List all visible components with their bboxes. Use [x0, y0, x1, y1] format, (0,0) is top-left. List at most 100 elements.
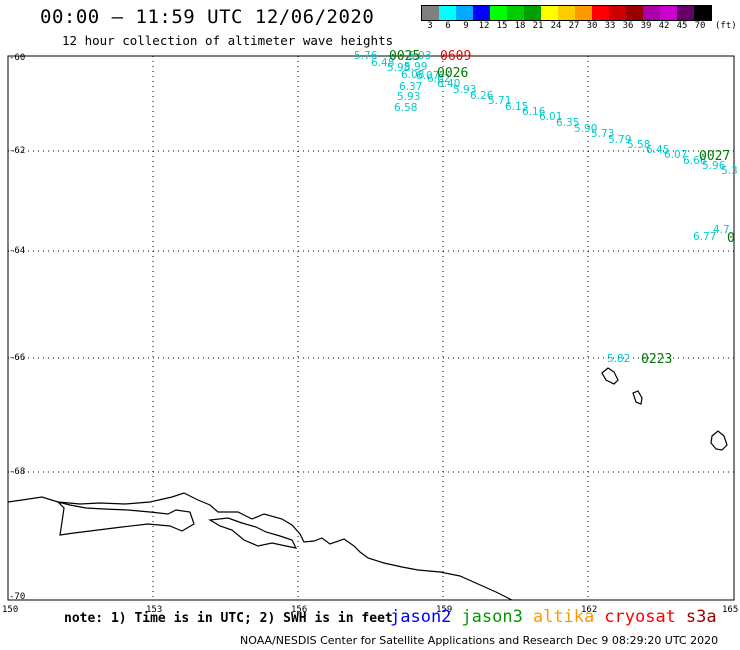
satellite-name: cryosat: [604, 607, 676, 627]
lat-label: -68: [9, 467, 26, 477]
wave-height-label: 6.08: [401, 69, 424, 81]
wave-height-label: 5.93: [397, 91, 420, 103]
pass-time-labels: 0025 0609 0026 0027 0 0223: [389, 49, 735, 367]
wave-height-label: 4.7: [713, 224, 730, 236]
legend-label: 12: [478, 21, 490, 31]
wave-height-label: 6.07: [416, 70, 439, 82]
wave-height-label: 6.58: [394, 102, 417, 114]
legend-swatch: [677, 6, 694, 20]
legend-unit: (ft): [715, 21, 737, 31]
legend-label: 18: [514, 21, 526, 31]
legend-swatch: [609, 6, 626, 20]
legend-swatch: [694, 6, 711, 20]
legend-label: 3: [427, 21, 433, 31]
lat-label: -64: [9, 246, 26, 256]
wave-height-label: 6.15: [505, 101, 528, 113]
wave-height-label: 6.37: [399, 81, 422, 93]
lat-label: -62: [9, 146, 26, 156]
wave-height-label: 5.58: [627, 139, 650, 151]
lon-label: 162: [581, 605, 598, 615]
legend-swatch: [490, 6, 507, 20]
legend-label: 9: [463, 21, 469, 31]
legend-label: 24: [550, 21, 562, 31]
coastline-inlet: [56, 500, 195, 536]
pass-time-label: 0223: [641, 352, 672, 367]
wave-height-labels: 5.766.485.986.035.996.086.076.626.406.37…: [354, 50, 738, 365]
pass-time-label: 0025: [389, 49, 420, 64]
map-subtitle: 12 hour collection of altimeter wave hei…: [62, 33, 394, 48]
legend-label: 42: [658, 21, 670, 31]
wave-height-label: 6.62: [427, 73, 450, 85]
map-frame: [7, 55, 735, 601]
wave-height-label: 5.93: [453, 84, 476, 96]
legend-swatch: [592, 6, 609, 20]
lon-label: 153: [146, 605, 163, 615]
lon-label: 156: [291, 605, 308, 615]
legend-swatch: [626, 6, 643, 20]
lon-label: 150: [2, 605, 19, 615]
legend-swatch: [643, 6, 660, 20]
graticule: [8, 56, 734, 600]
coastline-bay: [208, 517, 298, 549]
legend-label: 45: [676, 21, 688, 31]
legend-label: 15: [496, 21, 508, 31]
pass-time-label: 0026: [437, 66, 468, 81]
wave-height-label: 6.40: [437, 78, 460, 90]
legend-label: 33: [604, 21, 616, 31]
legend-label: 21: [532, 21, 544, 31]
wave-height-label: 6.07: [664, 149, 687, 161]
wave-height-label: 5.82: [607, 353, 630, 365]
legend-label: 39: [640, 21, 652, 31]
wave-height-label: 5.76: [354, 50, 378, 62]
pass-time-label: 0027: [699, 149, 730, 164]
wave-height-label: 5.96: [702, 160, 726, 172]
legend-label: 27: [568, 21, 580, 31]
island: [632, 390, 643, 405]
wave-height-label: 6.01: [539, 111, 562, 123]
lon-label: 165: [722, 605, 739, 615]
map-title: 00:00 – 11:59 UTC 12/06/2020: [40, 6, 375, 28]
legend-swatch: [422, 6, 439, 20]
legend-swatch: [456, 6, 473, 20]
wave-height-label: 6.26: [470, 90, 494, 102]
pass-time-label: 0: [727, 231, 735, 246]
wave-height-label: 5.90: [574, 123, 597, 135]
legend-label: 36: [622, 21, 634, 31]
island: [601, 367, 619, 385]
footnote: note: 1) Time is in UTC; 2) SWH is in fe…: [64, 611, 393, 626]
wave-height-label: 6.03: [408, 50, 431, 62]
legend-swatch: [575, 6, 592, 20]
wave-height-label: 6.16: [522, 106, 546, 118]
legend-swatch: [660, 6, 677, 20]
satellite-name: s3a: [685, 607, 717, 627]
wave-height-label: 5.98: [387, 62, 410, 74]
color-legend: [421, 5, 712, 21]
legend-swatch: [439, 6, 456, 20]
wave-height-label: 6.45: [646, 144, 669, 156]
coastline: [7, 492, 513, 601]
wave-height-label: 6.35: [556, 117, 579, 129]
legend-swatch: [541, 6, 558, 20]
satellite-name: altika: [532, 607, 595, 627]
legend-swatch: [473, 6, 490, 20]
wave-height-label: 5.71: [488, 95, 511, 107]
lat-label: -70: [9, 592, 26, 602]
lon-label: 159: [436, 605, 453, 615]
lat-label: -60: [9, 53, 26, 63]
pass-time-label: 0609: [440, 49, 471, 64]
wave-height-label: 6.48: [371, 57, 394, 69]
legend-swatch: [558, 6, 575, 20]
wave-height-label: 6.77: [693, 231, 716, 243]
legend-swatch: [507, 6, 524, 20]
wave-height-label: 5.73: [591, 128, 614, 140]
legend-label: 6: [445, 21, 451, 31]
wave-height-label: 5.99: [404, 61, 427, 73]
satellite-name: jason3: [461, 607, 523, 627]
island: [710, 430, 728, 451]
wave-height-label: 6.66: [683, 155, 707, 167]
wave-height-label: 5.79: [608, 134, 631, 146]
lat-label: -66: [9, 353, 26, 363]
credit-line: NOAA/NESDIS Center for Satellite Applica…: [240, 634, 719, 647]
